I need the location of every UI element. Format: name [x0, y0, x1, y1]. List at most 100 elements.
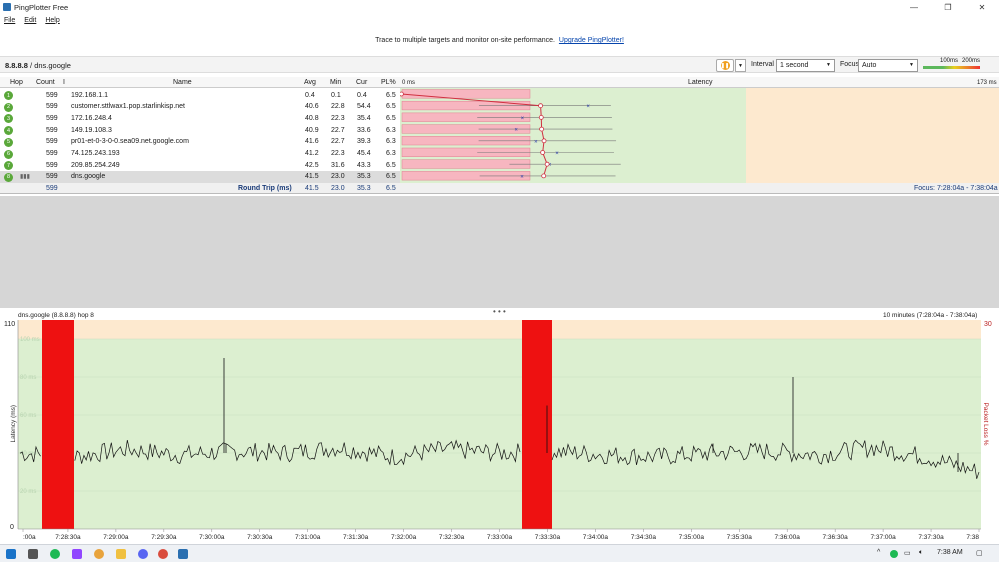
hop-cur: 45.4: [357, 150, 371, 157]
chrome-icon[interactable]: [94, 549, 104, 559]
chrome-alt-icon[interactable]: [158, 549, 168, 559]
window-title: PingPlotter Free: [14, 2, 69, 12]
col-cur[interactable]: Cur: [356, 79, 368, 86]
col-count[interactable]: Count: [36, 79, 55, 86]
tray-spotify-icon[interactable]: [890, 550, 898, 558]
hop-name: 192.168.1.1: [71, 91, 108, 99]
x-tick-label: :00a: [23, 534, 36, 541]
hop-cur: 35.4: [357, 114, 371, 122]
col-pl[interactable]: PL%: [381, 79, 396, 86]
spotify-icon[interactable]: [50, 549, 60, 559]
discord-icon[interactable]: [138, 549, 148, 559]
hop-pl: 6.5: [386, 103, 396, 111]
interval-select[interactable]: 1 second ▼: [776, 59, 835, 72]
summary-label: Round Trip (ms): [238, 185, 292, 192]
col-name[interactable]: Name: [173, 79, 192, 86]
windows-start-icon[interactable]: [6, 549, 16, 559]
col-hop[interactable]: Hop: [10, 79, 23, 86]
interval-label: Interval: [751, 61, 774, 68]
hop-row[interactable]: 6 599 74.125.243.193 41.2 22.3 45.4 6.3: [0, 148, 400, 160]
pl-max-label: 30: [984, 321, 992, 328]
hop-count: 599: [46, 126, 58, 134]
pause-dropdown-button[interactable]: ▼: [735, 59, 746, 72]
latency-max-label: 173 ms: [977, 80, 997, 86]
focus-value: Auto: [862, 62, 877, 69]
col-i[interactable]: I: [63, 79, 65, 86]
hop-number: 6: [4, 149, 13, 159]
menu-file[interactable]: File: [4, 16, 16, 24]
twitch-icon[interactable]: [72, 549, 82, 559]
x-tick-label: 7:36:30a: [822, 534, 848, 541]
hop-row[interactable]: 2 599 customer.sttlwax1.pop.starlinkisp.ne…: [0, 101, 400, 113]
hop-min: 22.3: [331, 150, 345, 157]
grid-label: 100 ms: [20, 337, 40, 343]
hop-row[interactable]: 4 599 149.19.108.3 40.9 22.7 33.6 6.3: [0, 125, 400, 137]
hop-name: 172.16.248.4: [71, 114, 112, 122]
packet-loss-band: [522, 320, 552, 529]
splitter-handle[interactable]: • • •: [493, 307, 506, 316]
timeline-title: dns.google (8.8.8.8) hop 8: [18, 312, 94, 319]
hop-pl: 6.5: [386, 91, 396, 99]
timeline-chart: 100 ms 80 ms 60 ms 40 ms 20 ms 110 0 30 Latency …: [4, 320, 992, 541]
menu-bar: File Edit Help: [0, 14, 999, 26]
upgrade-link[interactable]: Upgrade PingPlotter!: [558, 37, 624, 44]
hop-row[interactable]: 3 599 172.16.248.4 40.8 22.3 35.4 6.5: [0, 113, 400, 125]
col-min[interactable]: Min: [330, 79, 342, 86]
packet-loss-bar: [401, 89, 531, 99]
title-bar: PingPlotter Free — ❐ ✕: [0, 0, 999, 14]
hop-name: customer.sttlwax1.pop.starlinkisp.net: [71, 103, 185, 111]
menu-edit[interactable]: Edit: [24, 16, 37, 24]
y-max-label: 110: [4, 321, 15, 328]
hop-avg: 41.6: [305, 138, 319, 146]
hop-cur: 43.3: [357, 161, 371, 169]
pause-button[interactable]: ❚❚: [716, 59, 734, 72]
notifications-icon[interactable]: ▢: [976, 550, 983, 557]
close-button[interactable]: ✕: [978, 2, 986, 12]
hop-number: 7: [4, 161, 13, 171]
volume-icon[interactable]: 🔈︎: [919, 549, 924, 556]
focus-label: Focus: [840, 61, 860, 68]
hop-row[interactable]: 5 599 pr01-et-0-3-0-0.sea09.net.google.com…: [0, 136, 400, 148]
latency-trace: [551, 439, 980, 479]
tray-chevron-icon[interactable]: ^: [877, 549, 881, 556]
hop-row[interactable]: 1 599 192.168.1.1 0.4 0.1 0.4 6.5: [0, 90, 400, 102]
hop-avg: 40.8: [305, 114, 319, 122]
x-tick-label: 7:32:00a: [391, 534, 417, 541]
pause-icon: ❚❚: [720, 61, 730, 70]
hop-cur: 0.4: [357, 91, 367, 99]
latency-min-label: 0 ms: [402, 80, 416, 86]
hop-avg: 42.5: [305, 161, 319, 169]
x-tick-label: 7:36:00a: [775, 534, 801, 541]
normal-latency-band: [18, 339, 981, 529]
col-avg[interactable]: Avg: [304, 79, 316, 86]
clock-time[interactable]: 7:38 AM: [937, 549, 963, 556]
col-latency[interactable]: Latency: [688, 79, 713, 86]
target-toolbar: 8.8.8.8 / dns.google ❚❚ ▼ Interval 1 sec…: [0, 56, 999, 73]
latency-orange-zone: [746, 88, 999, 183]
pingplotter-taskbar-icon[interactable]: [178, 549, 188, 559]
x-tick-label: 7:31:30a: [343, 534, 369, 541]
hop-latency-graph: ××××××××: [400, 88, 999, 183]
avg-latency-point: [541, 138, 547, 144]
graph-icon[interactable]: ▮▮▮: [20, 174, 30, 181]
minimize-button[interactable]: —: [910, 2, 918, 12]
focus-select[interactable]: Auto ▼: [858, 59, 918, 72]
maximize-button[interactable]: ❐: [944, 2, 952, 12]
avg-latency-point: [544, 161, 550, 167]
hop-row[interactable]: 8 599 dns.google 41.5 23.0 35.3 6.5 ▮▮▮: [0, 171, 400, 184]
hop-count: 599: [46, 91, 58, 99]
target-ip: 8.8.8.8: [5, 61, 28, 70]
menu-help[interactable]: Help: [45, 16, 60, 24]
target-host: dns.google: [34, 61, 71, 70]
current-latency-marker: ×: [521, 116, 525, 122]
task-view-icon[interactable]: [28, 549, 38, 559]
legend-200ms: 200ms: [962, 58, 981, 64]
hop-cur: 33.6: [357, 126, 371, 134]
avg-latency-point: [538, 114, 544, 120]
hop-row[interactable]: 7 599 209.85.254.249 42.5 31.6 43.3 6.5: [0, 160, 400, 172]
taskbar: ^ ▭ 🔈︎ 7:38 AM ▢: [0, 544, 999, 562]
network-icon[interactable]: ▭: [904, 550, 911, 557]
pl-axis-label: Packet Loss %: [982, 403, 989, 446]
file-explorer-icon[interactable]: [116, 549, 126, 559]
current-latency-marker: ×: [548, 163, 552, 169]
